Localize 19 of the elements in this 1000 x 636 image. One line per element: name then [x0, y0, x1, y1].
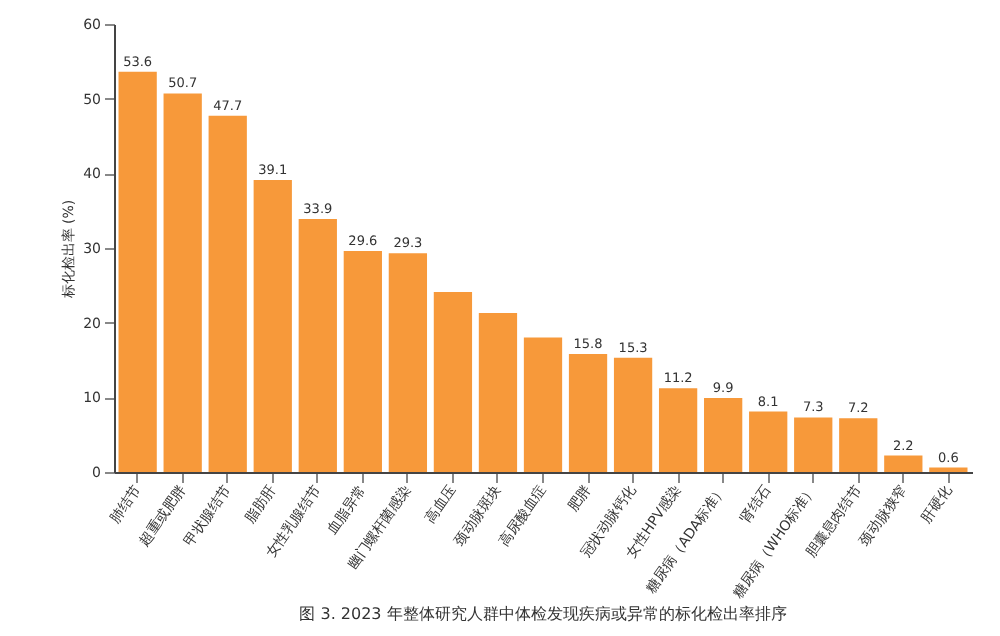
bar — [253, 180, 292, 472]
bar — [839, 418, 878, 472]
caption: 图 3. 2023 年整体研究人群中体检发现疾病或异常的标化检出率排序 — [299, 604, 787, 623]
bar — [613, 357, 653, 472]
bar — [163, 93, 202, 472]
bar — [433, 292, 473, 472]
bar — [658, 388, 698, 472]
bar — [208, 115, 247, 472]
bar — [523, 337, 563, 472]
bar — [478, 312, 518, 472]
bar — [118, 71, 157, 472]
bar — [884, 455, 923, 472]
bar — [298, 218, 337, 472]
bar — [388, 253, 428, 472]
bar — [749, 411, 788, 472]
bar — [794, 417, 833, 472]
bar — [343, 250, 382, 472]
bar — [568, 354, 608, 472]
bar — [704, 398, 743, 472]
